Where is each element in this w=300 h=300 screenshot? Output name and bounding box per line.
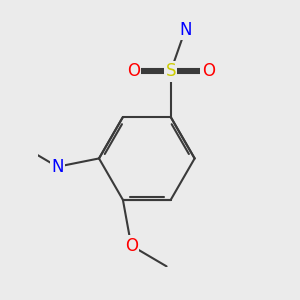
Text: O: O <box>127 62 140 80</box>
Text: N: N <box>51 158 64 176</box>
Text: O: O <box>125 237 138 255</box>
Text: N: N <box>179 21 191 39</box>
Text: S: S <box>166 62 176 80</box>
Text: O: O <box>202 62 215 80</box>
